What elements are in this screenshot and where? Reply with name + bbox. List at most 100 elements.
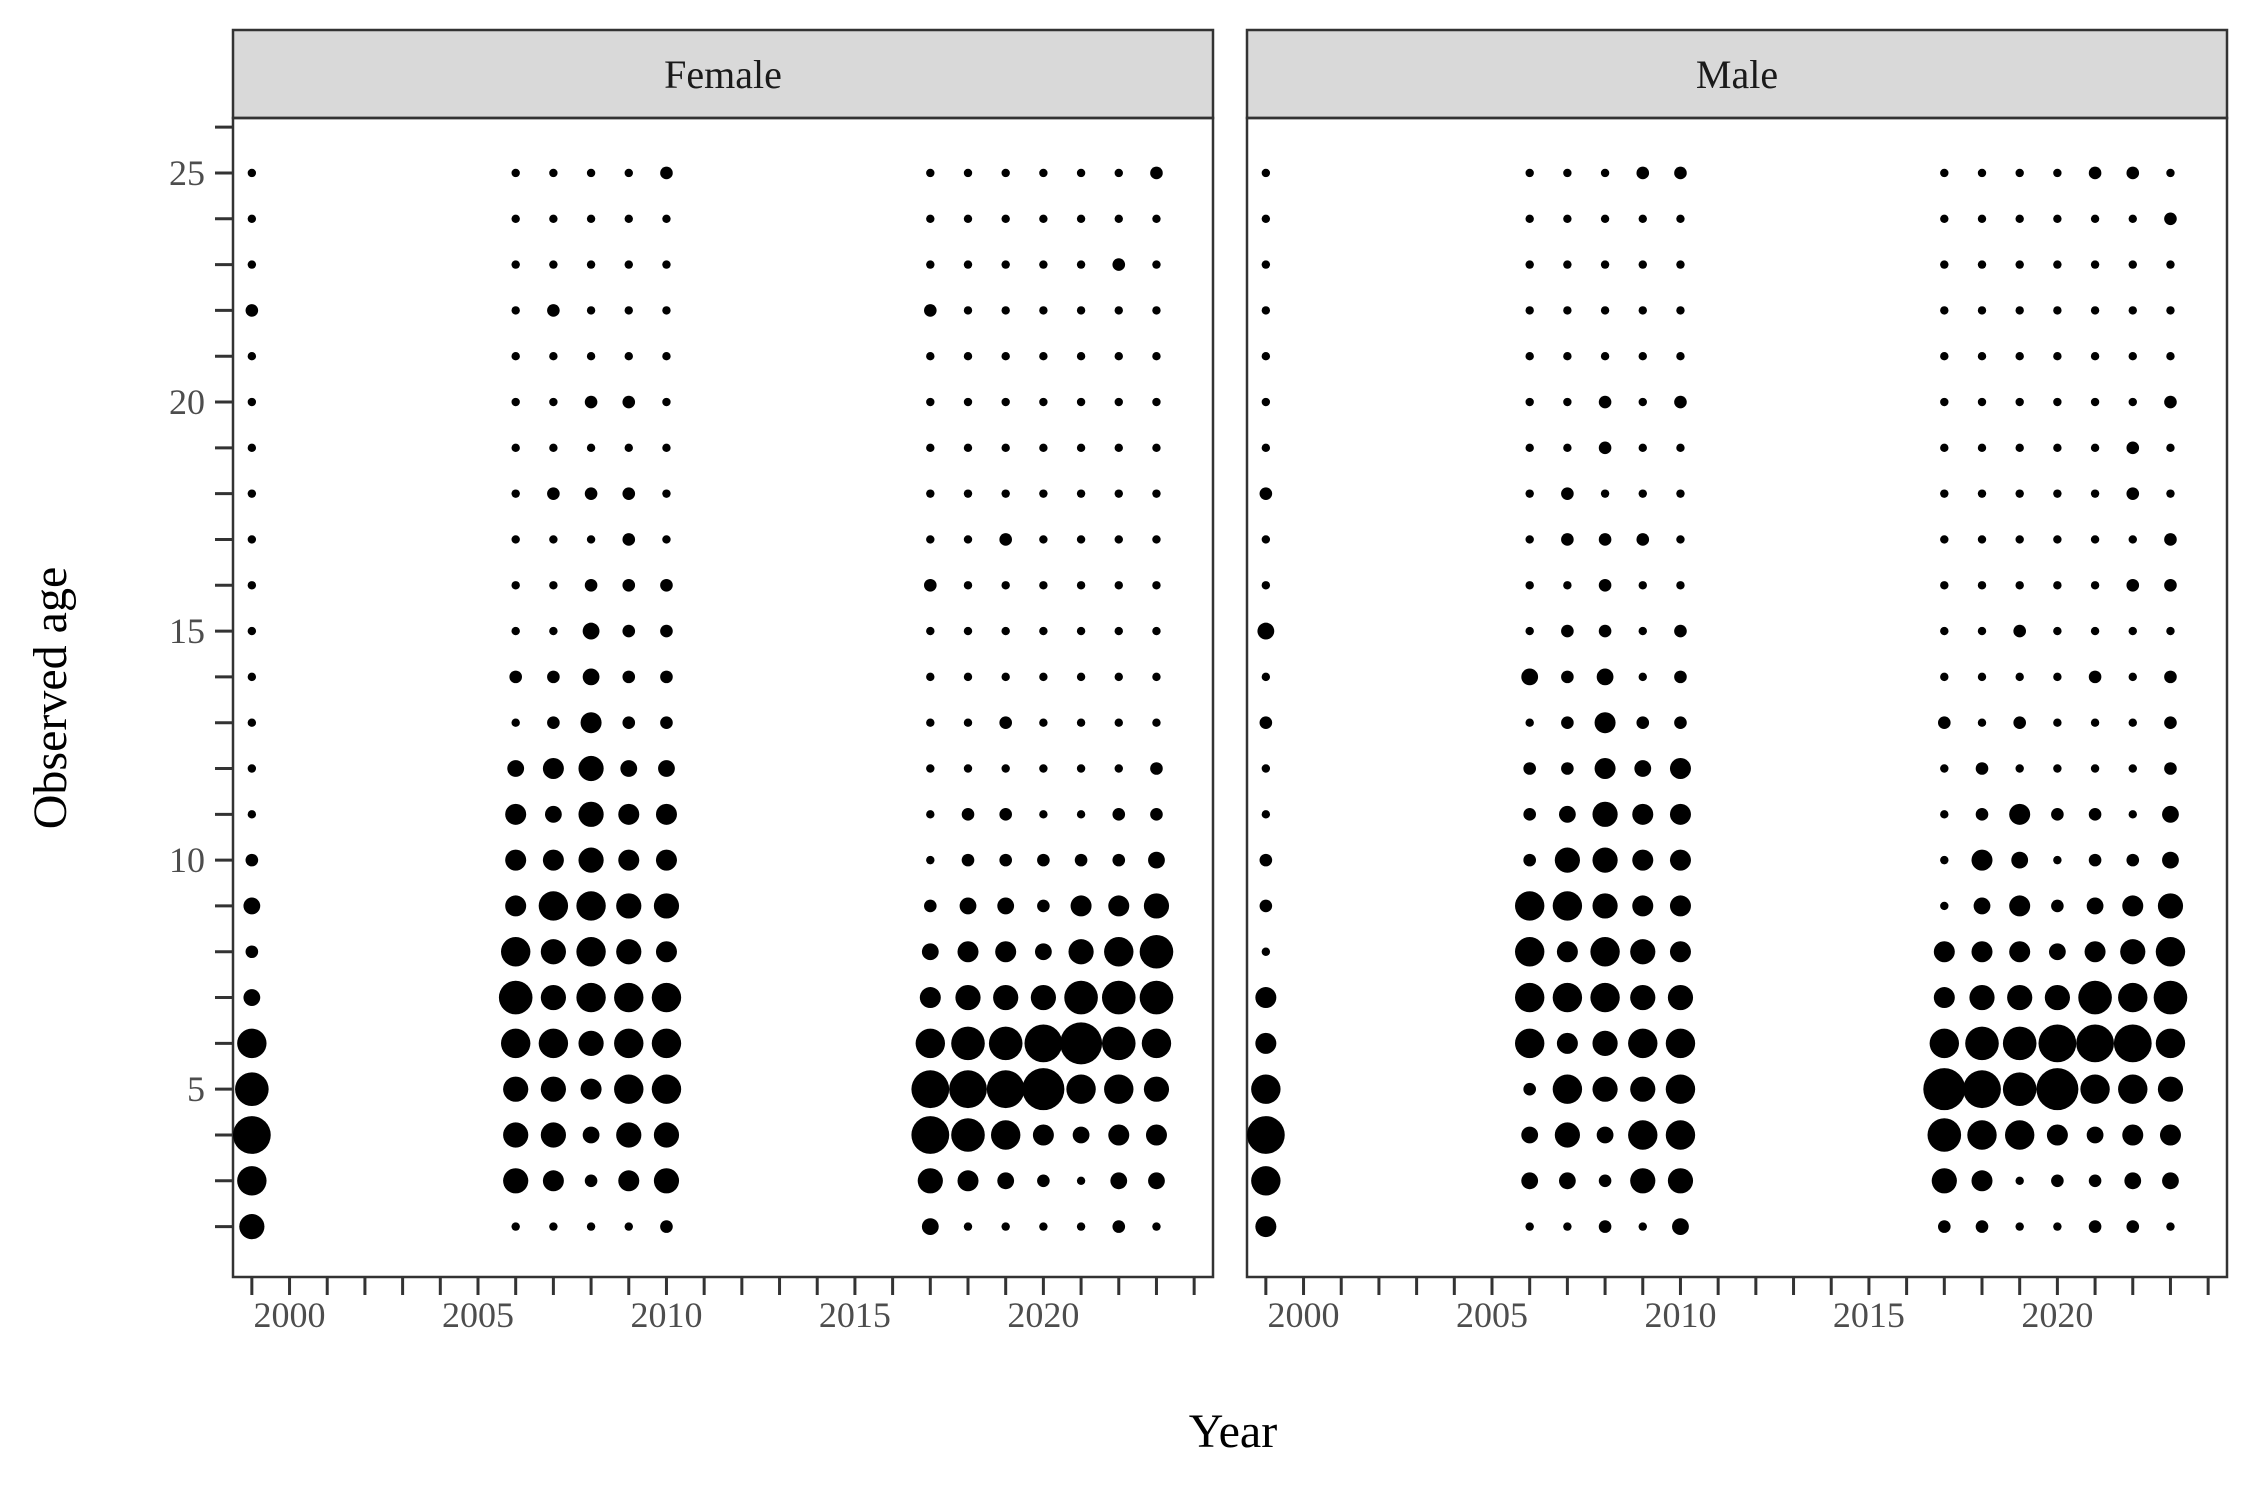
bubble-1999-age-25 — [247, 168, 257, 178]
bubble-2019-age-11 — [999, 808, 1012, 821]
bubble-2019-age-21 — [2015, 352, 2024, 361]
bubble-2017-age-5 — [1923, 1068, 1966, 1111]
bubble-2008-age-16 — [1598, 578, 1612, 592]
bubble-2021-age-22 — [2090, 306, 2100, 315]
bubble-2008-age-13 — [580, 712, 602, 734]
x-tick-label: 2005 — [442, 1295, 514, 1335]
bubble-2009-age-5 — [1630, 1076, 1656, 1102]
bubble-1999-age-10 — [1259, 853, 1273, 867]
bubble-2010-age-3 — [653, 1168, 680, 1194]
bubble-1999-age-8 — [245, 945, 259, 959]
bubble-2022-age-21 — [1114, 352, 1123, 361]
bubble-2022-age-4 — [2122, 1124, 2144, 1146]
bubble-2018-age-18 — [963, 489, 973, 498]
bubble-2021-age-16 — [2090, 581, 2100, 590]
bubble-2017-age-20 — [926, 397, 935, 407]
panel-female: Female 2000 2005 2010 2015 2020 5 10 15 20 25 — [169, 28, 1215, 1335]
bubble-2006-age-23 — [1525, 260, 1534, 269]
bubble-2020-age-17 — [2053, 535, 2062, 544]
bubble-2023-age-8 — [2155, 937, 2186, 967]
bubble-2006-age-16 — [511, 581, 520, 590]
bubble-2008-age-21 — [586, 352, 596, 361]
bubble-2021-age-23 — [2090, 260, 2100, 269]
bubble-2019-age-8 — [995, 941, 1017, 963]
bubble-2018-age-18 — [1977, 489, 1987, 498]
bubble-2020-age-6 — [1024, 1024, 1063, 1063]
bubble-2007-age-23 — [549, 260, 558, 269]
bubble-2017-age-12 — [926, 764, 935, 773]
bubble-2008-age-19 — [586, 443, 596, 453]
bubble-2017-age-25 — [926, 168, 935, 178]
bubble-2010-age-13 — [1674, 716, 1687, 729]
bubble-2010-age-5 — [1665, 1074, 1696, 1104]
bubble-2008-age-10 — [578, 847, 604, 873]
bubble-1999-age-7 — [243, 989, 261, 1006]
bubble-2020-age-25 — [1039, 168, 1048, 178]
bubble-2007-age-14 — [547, 670, 560, 684]
bubble-2023-age-6 — [1141, 1028, 1172, 1059]
bubble-2009-age-4 — [616, 1122, 642, 1148]
bubble-2023-age-8 — [1139, 934, 1174, 969]
bubble-2009-age-8 — [616, 939, 642, 965]
bubble-2018-age-22 — [1977, 306, 1987, 315]
bubble-2010-age-7 — [651, 982, 682, 1013]
bubble-2009-age-17 — [622, 533, 636, 546]
bubble-1999-age-11 — [1261, 810, 1271, 819]
bubble-2017-age-25 — [1940, 168, 1949, 178]
bubble-2006-age-21 — [1525, 352, 1534, 361]
bubble-2023-age-6 — [2155, 1028, 2186, 1059]
bubble-2008-age-23 — [1600, 260, 1610, 269]
bubble-2022-age-12 — [2128, 764, 2137, 773]
x-tick-label: 2010 — [1644, 1295, 1716, 1335]
bubble-2022-age-10 — [2126, 853, 2140, 867]
bubble-2018-age-4 — [1967, 1120, 1997, 1150]
bubble-2010-age-21 — [1676, 352, 1685, 361]
bubble-2018-age-25 — [963, 168, 973, 178]
bubble-2008-age-8 — [576, 937, 606, 967]
bubble-2019-age-13 — [999, 716, 1012, 729]
bubble-2009-age-14 — [622, 670, 636, 684]
bubble-2010-age-20 — [1674, 395, 1687, 409]
x-tick-label: 2000 — [1268, 1295, 1340, 1335]
bubble-1999-age-8 — [1261, 947, 1271, 956]
bubble-2017-age-24 — [1940, 214, 1949, 223]
bubble-1999-age-16 — [247, 581, 257, 590]
bubble-2022-age-14 — [2128, 672, 2137, 682]
bubble-2022-age-4 — [1108, 1124, 1130, 1146]
bubble-2009-age-9 — [1632, 895, 1654, 917]
bubble-2009-age-3 — [618, 1170, 640, 1192]
bubble-2019-age-23 — [2015, 260, 2024, 269]
bubble-1999-age-18 — [247, 489, 257, 498]
bubble-2020-age-24 — [2053, 214, 2062, 223]
panel-male: Male 2000 2005 2010 2015 2020 — [1245, 28, 2229, 1335]
bubble-2020-age-19 — [2053, 443, 2062, 453]
bubble-2009-age-5 — [614, 1074, 644, 1104]
bubble-2020-age-3 — [1037, 1174, 1050, 1188]
bubble-2020-age-12 — [1039, 764, 1048, 773]
bubble-2007-age-21 — [1563, 352, 1572, 361]
bubble-2009-age-15 — [622, 624, 636, 638]
bubble-2018-age-9 — [1973, 897, 1991, 915]
bubble-2018-age-13 — [963, 718, 973, 727]
bubble-2022-age-19 — [2126, 441, 2140, 455]
bubble-2023-age-2 — [2166, 1222, 2175, 1231]
bubble-2022-age-18 — [2126, 487, 2140, 500]
bubble-2008-age-7 — [576, 982, 606, 1013]
bubble-2010-age-17 — [1676, 535, 1685, 544]
bubble-2008-age-12 — [1594, 758, 1616, 780]
bubble-2020-age-8 — [1034, 943, 1052, 961]
bubble-2017-age-16 — [924, 578, 937, 592]
bubble-2006-age-12 — [1523, 762, 1536, 775]
bubble-2023-age-19 — [1152, 443, 1161, 453]
bubble-2023-age-20 — [2164, 395, 2177, 409]
bubble-2008-age-4 — [582, 1126, 600, 1144]
x-tick-label: 2015 — [1833, 1295, 1905, 1335]
bubble-2017-age-17 — [1940, 535, 1949, 544]
bubble-2006-age-7 — [498, 980, 533, 1015]
bubble-2006-age-8 — [500, 937, 531, 967]
bubble-1999-age-17 — [247, 535, 257, 544]
bubble-2019-age-14 — [2015, 672, 2024, 682]
bubble-2006-age-16 — [1525, 581, 1534, 590]
bubble-1999-age-23 — [1261, 260, 1271, 269]
bubble-1999-age-4 — [232, 1116, 271, 1154]
